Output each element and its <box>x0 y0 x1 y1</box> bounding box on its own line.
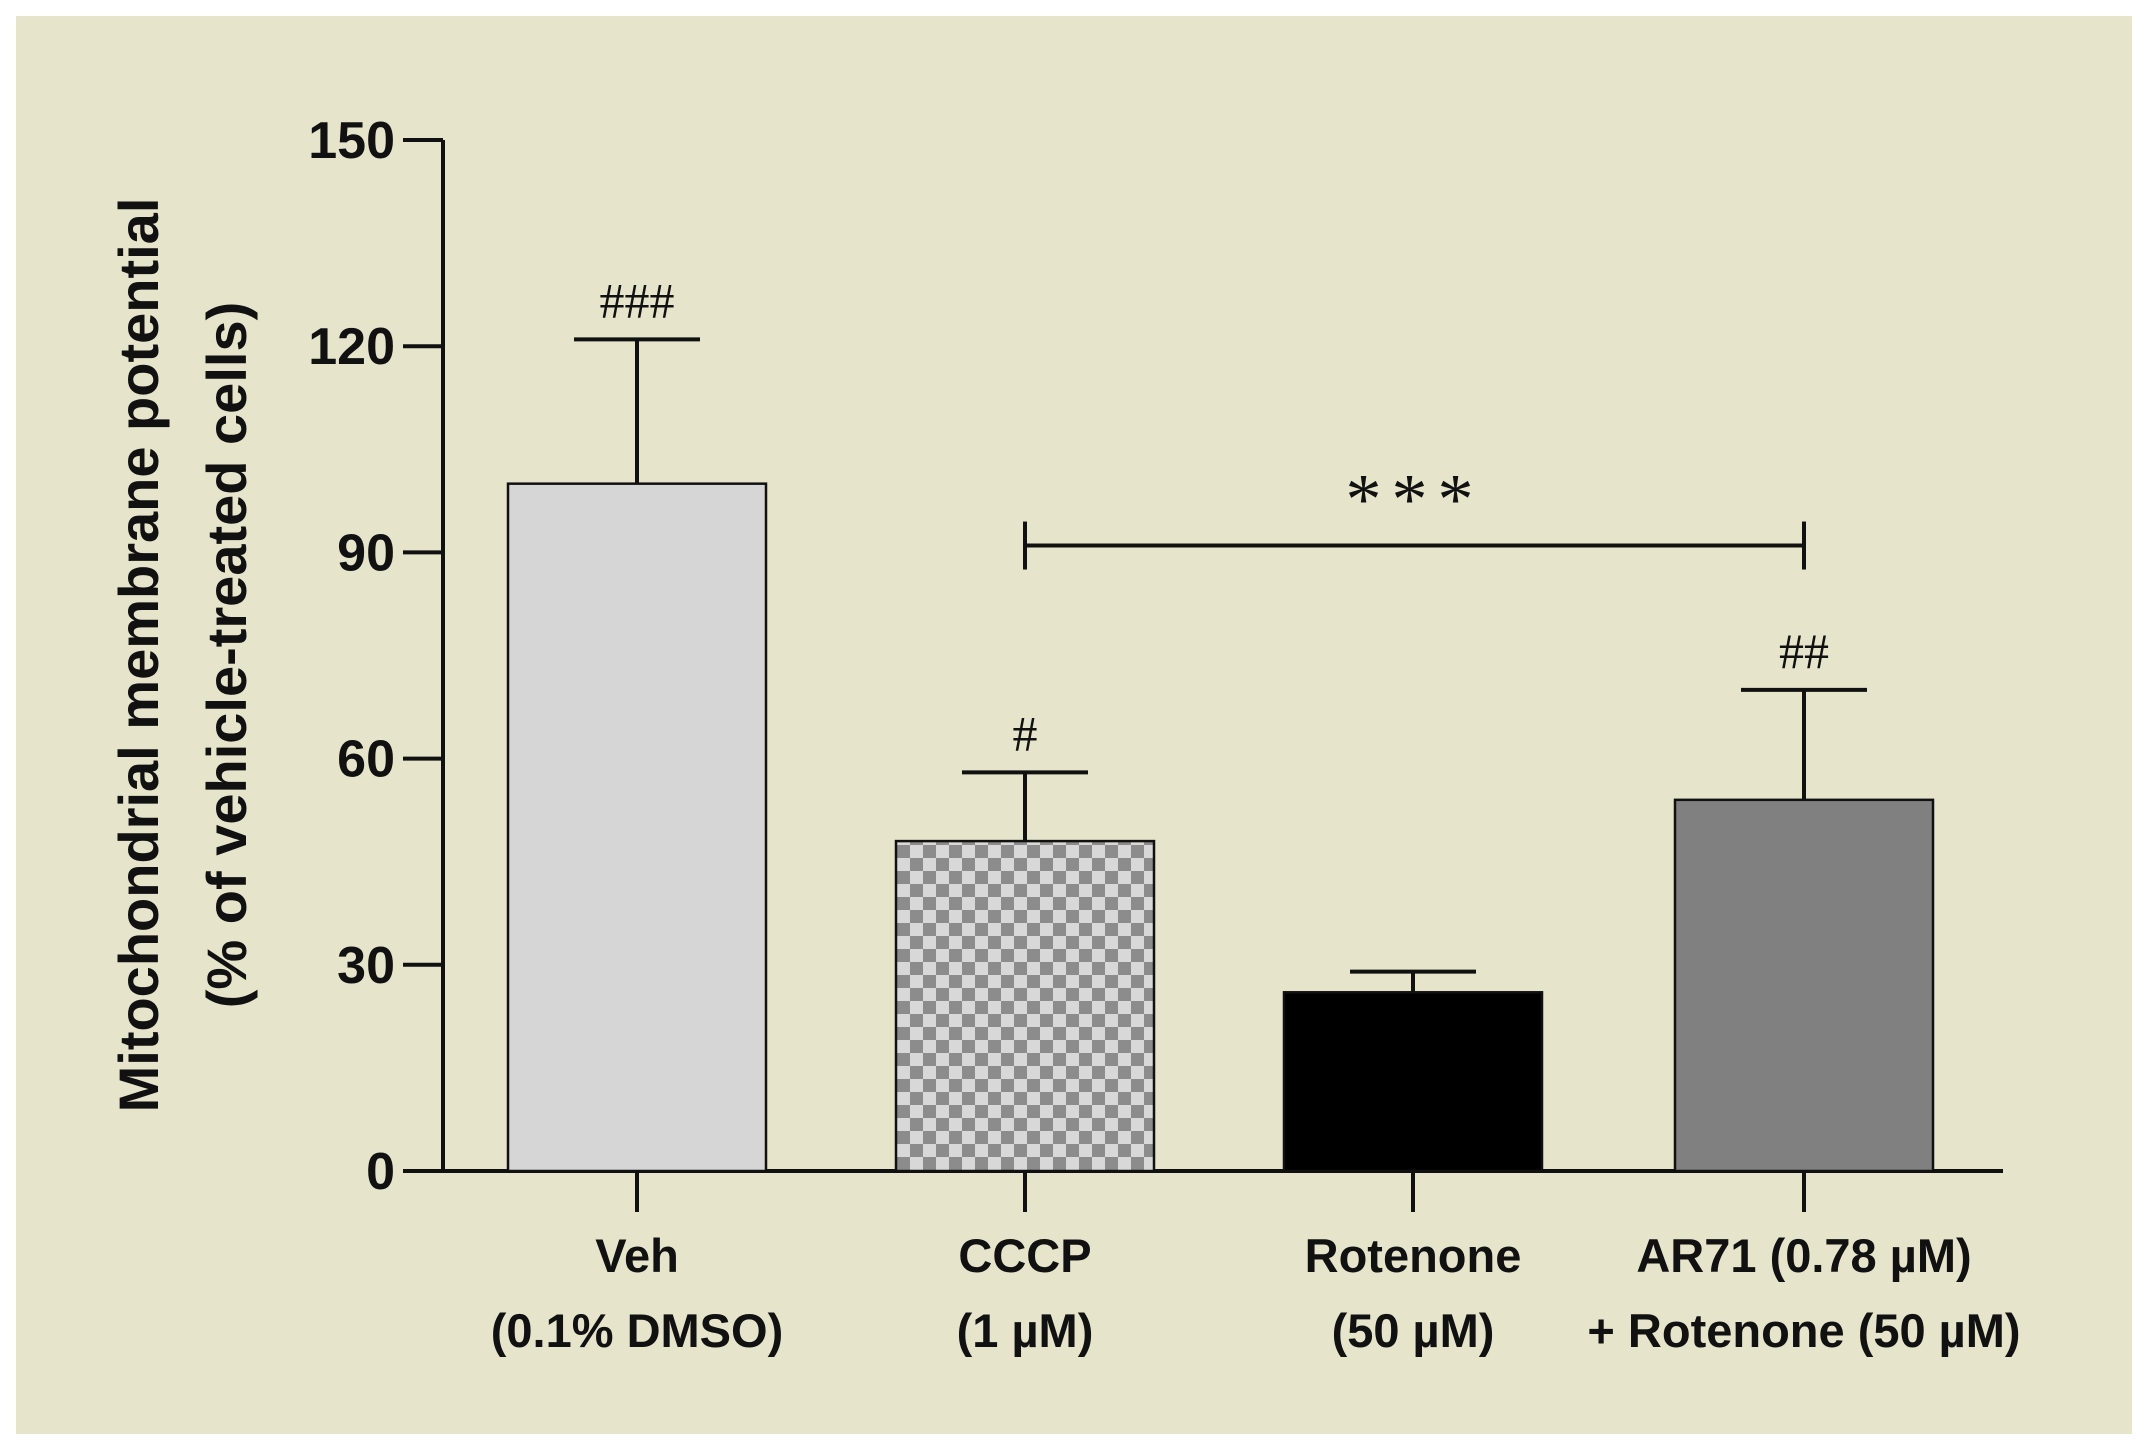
x-tick-label-line2: (0.1% DMSO) <box>491 1304 784 1357</box>
x-tick-label-line1: CCCP <box>958 1229 1091 1282</box>
bar-3 <box>1282 991 1544 1173</box>
chart-panel <box>16 16 2132 1434</box>
x-tick-label-line2: + Rotenone (50 µM) <box>1587 1304 2020 1357</box>
y-tick-label: 120 <box>308 318 395 376</box>
significance-label: ## <box>1779 623 1829 679</box>
comparison-bracket: *** <box>1023 460 1806 570</box>
comparison-label: *** <box>1346 460 1484 540</box>
x-tick-label-line2: (1 µM) <box>957 1304 1094 1357</box>
y-ticks: 0 30 60 90 120 150 <box>308 112 443 1201</box>
significance-label: ### <box>600 272 675 328</box>
bar-2 <box>894 839 1156 1173</box>
y-tick-label: 150 <box>308 112 395 170</box>
x-tick-label-line1: AR71 (0.78 µM) <box>1636 1229 1971 1282</box>
x-tick-label-line1: Rotenone <box>1305 1229 1522 1282</box>
y-tick-label: 30 <box>337 937 395 995</box>
y-tick-label: 0 <box>366 1143 395 1201</box>
y-tick-label: 60 <box>337 731 395 789</box>
bars: ###### <box>506 272 1935 1173</box>
y-tick-label: 90 <box>337 524 395 582</box>
bar-1 <box>506 482 768 1173</box>
y-axis-label-line1: Mitochondrial membrane potential <box>107 198 170 1113</box>
y-axis-label-line2: (% of vehicle-treated cells) <box>195 302 258 1008</box>
significance-label: # <box>1013 705 1038 761</box>
x-tick-label-line1: Veh <box>595 1229 679 1282</box>
bar-4 <box>1673 798 1935 1173</box>
x-tick-labels: Veh (0.1% DMSO) CCCP (1 µM) Rotenone (50 µM) A… <box>491 1171 2021 1357</box>
x-tick-label-line2: (50 µM) <box>1332 1304 1495 1357</box>
